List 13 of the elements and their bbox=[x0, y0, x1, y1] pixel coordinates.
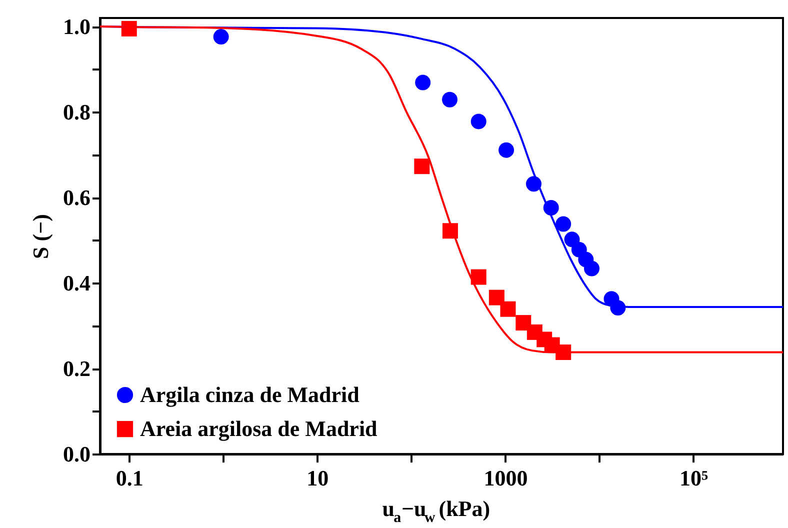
y-axis-title: S (−) bbox=[28, 214, 53, 259]
x-tick-label: 10⁵ bbox=[679, 466, 708, 490]
x-tick-label: 10 bbox=[306, 466, 329, 490]
x-tick-label: 1000 bbox=[484, 466, 528, 490]
legend-label: Areia argilosa de Madrid bbox=[140, 416, 378, 441]
y-tick-label: 0.6 bbox=[63, 185, 90, 210]
y-tick-label: 0.0 bbox=[63, 442, 90, 466]
y-tick-label: 1.0 bbox=[63, 14, 90, 40]
y-tick-label: 0.2 bbox=[63, 356, 90, 382]
y-tick-label: 0.4 bbox=[63, 270, 90, 296]
legend-label: Argila cinza de Madrid bbox=[140, 382, 360, 407]
x-tick-label: 0.1 bbox=[116, 466, 144, 490]
y-tick-label: 0.8 bbox=[63, 100, 90, 125]
